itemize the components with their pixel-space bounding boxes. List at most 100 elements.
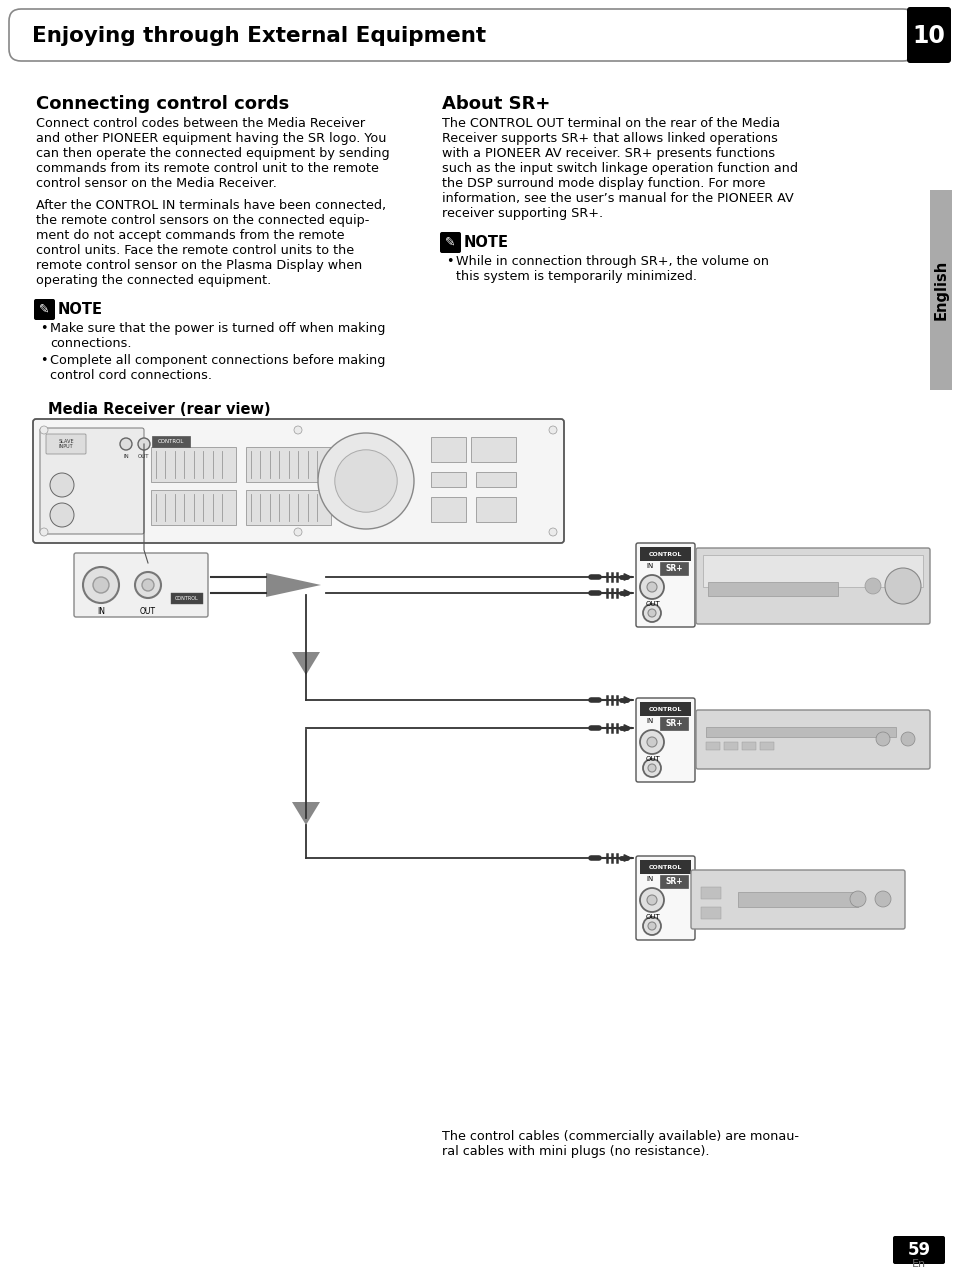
Text: connections.: connections.: [50, 338, 132, 350]
Circle shape: [40, 426, 48, 434]
Circle shape: [120, 438, 132, 450]
Text: the remote control sensors on the connected equip-: the remote control sensors on the connec…: [36, 214, 369, 227]
Text: information, see the user’s manual for the PIONEER AV: information, see the user’s manual for t…: [441, 192, 793, 205]
Circle shape: [639, 730, 663, 754]
Text: NOTE: NOTE: [463, 234, 509, 250]
FancyBboxPatch shape: [906, 6, 950, 62]
Text: ✎: ✎: [39, 303, 50, 316]
FancyBboxPatch shape: [636, 698, 695, 782]
Polygon shape: [292, 652, 319, 675]
Text: control units. Face the remote control units to the: control units. Face the remote control u…: [36, 245, 354, 257]
Polygon shape: [266, 573, 320, 598]
Circle shape: [900, 733, 914, 747]
Bar: [431, 497, 465, 522]
Circle shape: [83, 567, 119, 603]
Text: Complete all component connections before making: Complete all component connections befor…: [50, 354, 385, 367]
Text: 10: 10: [912, 24, 944, 48]
Bar: [151, 447, 235, 482]
Bar: [705, 741, 720, 750]
Text: OUT: OUT: [138, 454, 150, 459]
Text: En: En: [911, 1259, 925, 1269]
Bar: [476, 471, 516, 487]
Circle shape: [40, 527, 48, 536]
FancyBboxPatch shape: [9, 9, 914, 61]
FancyBboxPatch shape: [696, 548, 929, 624]
Text: CONTROL: CONTROL: [648, 552, 681, 557]
Text: ✎: ✎: [445, 236, 456, 248]
Circle shape: [647, 764, 656, 772]
Text: remote control sensor on the Plasma Display when: remote control sensor on the Plasma Disp…: [36, 259, 362, 273]
Bar: [705, 727, 895, 736]
Text: CONTROL: CONTROL: [175, 596, 198, 601]
Text: OUT: OUT: [645, 755, 660, 762]
Bar: [171, 592, 203, 604]
Bar: [700, 887, 720, 899]
Circle shape: [646, 896, 657, 905]
Text: IN: IN: [645, 719, 653, 724]
Text: IN: IN: [123, 454, 129, 459]
Circle shape: [50, 503, 74, 527]
Text: The CONTROL OUT terminal on the rear of the Media: The CONTROL OUT terminal on the rear of …: [441, 117, 780, 130]
Circle shape: [335, 450, 396, 512]
Text: commands from its remote control unit to the remote: commands from its remote control unit to…: [36, 162, 378, 175]
Bar: [700, 907, 720, 919]
FancyBboxPatch shape: [40, 428, 144, 534]
FancyBboxPatch shape: [74, 553, 208, 617]
Text: IN: IN: [97, 606, 105, 617]
Bar: [639, 860, 690, 874]
Text: OUT: OUT: [645, 601, 660, 606]
FancyBboxPatch shape: [439, 232, 460, 254]
FancyBboxPatch shape: [636, 856, 695, 940]
Bar: [246, 447, 331, 482]
Bar: [639, 702, 690, 716]
Bar: [707, 582, 837, 596]
Text: IN: IN: [645, 563, 653, 569]
Bar: [738, 892, 857, 907]
Text: this system is temporarily minimized.: this system is temporarily minimized.: [456, 270, 697, 283]
Circle shape: [647, 609, 656, 617]
Bar: [760, 741, 773, 750]
FancyBboxPatch shape: [33, 419, 563, 543]
Bar: [659, 717, 687, 730]
Circle shape: [294, 426, 302, 434]
Circle shape: [50, 473, 74, 497]
Circle shape: [138, 438, 150, 450]
Text: •: •: [446, 255, 453, 268]
Text: such as the input switch linkage operation function and: such as the input switch linkage operati…: [441, 162, 797, 175]
Text: and other PIONEER equipment having the SR logo. You: and other PIONEER equipment having the S…: [36, 132, 386, 145]
Text: CONTROL: CONTROL: [157, 440, 184, 445]
Text: •: •: [40, 322, 48, 335]
Text: 59: 59: [906, 1241, 929, 1259]
Text: SR+: SR+: [664, 719, 682, 727]
FancyBboxPatch shape: [696, 710, 929, 769]
Bar: [152, 436, 190, 447]
Text: ment do not accept commands from the remote: ment do not accept commands from the rem…: [36, 229, 344, 242]
Circle shape: [642, 917, 660, 935]
Circle shape: [647, 922, 656, 930]
Text: Receiver supports SR+ that allows linked operations: Receiver supports SR+ that allows linked…: [441, 132, 777, 145]
Text: English: English: [933, 260, 947, 320]
Text: Connecting control cords: Connecting control cords: [36, 96, 289, 113]
Circle shape: [135, 572, 161, 598]
Text: Media Receiver (rear view): Media Receiver (rear view): [48, 403, 271, 417]
Circle shape: [646, 582, 657, 592]
Bar: [431, 437, 465, 462]
FancyBboxPatch shape: [34, 299, 55, 320]
Text: SR+: SR+: [664, 564, 682, 573]
Circle shape: [639, 888, 663, 912]
Text: The control cables (commercially available) are monau-: The control cables (commercially availab…: [441, 1130, 799, 1143]
Text: CONTROL: CONTROL: [648, 707, 681, 711]
Circle shape: [642, 604, 660, 622]
Bar: [702, 555, 923, 587]
Text: operating the connected equipment.: operating the connected equipment.: [36, 274, 271, 287]
Text: While in connection through SR+, the volume on: While in connection through SR+, the vol…: [456, 255, 768, 268]
Text: CONTROL: CONTROL: [648, 865, 681, 869]
Bar: [929, 190, 951, 390]
Circle shape: [294, 527, 302, 536]
FancyBboxPatch shape: [636, 543, 695, 627]
Text: Enjoying through External Equipment: Enjoying through External Equipment: [32, 25, 486, 46]
Text: NOTE: NOTE: [58, 302, 103, 317]
Text: OUT: OUT: [140, 606, 156, 617]
Bar: [151, 490, 235, 525]
Text: with a PIONEER AV receiver. SR+ presents functions: with a PIONEER AV receiver. SR+ presents…: [441, 147, 774, 161]
